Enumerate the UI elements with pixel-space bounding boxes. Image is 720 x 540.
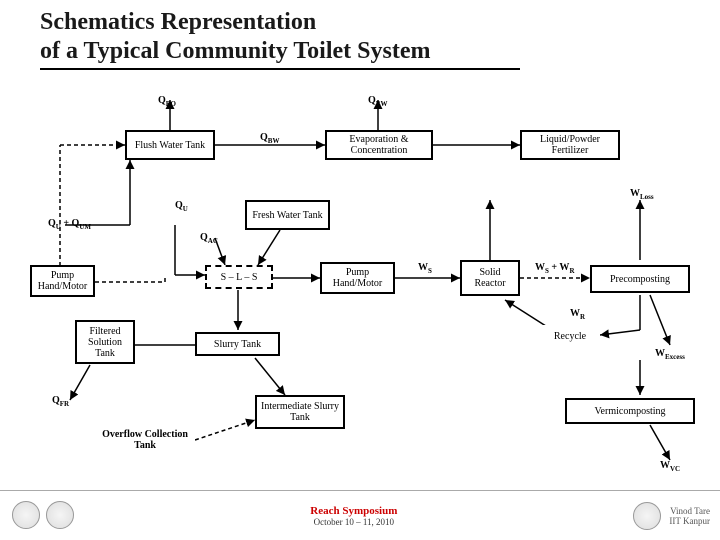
node-overflow-tank: Overflow Collection Tank [95,425,195,455]
node-pump-1: Pump Hand/Motor [30,265,95,297]
label-qac: QAC [200,232,218,245]
label-qbw-top: QBW [368,95,387,108]
footer-org: IIT Kanpur [669,516,710,526]
footer-center: Reach Symposium October 10 – 11, 2010 [76,505,631,527]
node-solid-reactor: Solid Reactor [460,260,520,296]
label-ws: WS [418,262,432,275]
logo-icon-1 [12,501,40,529]
footer-right-wrap: Vinod Tare IIT Kanpur [631,502,710,530]
node-vermicomposting: Vermicomposting [565,398,695,424]
label-wvc: WVC [660,460,680,473]
footer: Reach Symposium October 10 – 11, 2010 Vi… [0,490,720,540]
node-pump-2: Pump Hand/Motor [320,262,395,294]
node-filtered-tank: Filtered Solution Tank [75,320,135,364]
node-fertilizer: Liquid/Powder Fertilizer [520,130,620,160]
logo-icon-2 [46,501,74,529]
label-qu-qum: QU + QUM [48,218,91,231]
node-intermediate-slurry: Intermediate Slurry Tank [255,395,345,429]
label-qbo: QBO [158,95,176,108]
diagram-stage: Flush Water Tank Evaporation & Concentra… [0,0,720,540]
footer-event: Reach Symposium [76,505,631,517]
logo-icon-3 [633,502,661,530]
footer-logos-left [10,501,76,531]
node-flush-water-tank: Flush Water Tank [125,130,215,160]
label-ws-wr: WS + WR [535,262,575,275]
label-wr: WR [570,308,585,321]
label-qbw-mid: QBW [260,132,279,145]
label-wloss: WLoss [630,188,654,201]
footer-author-block: Vinod Tare IIT Kanpur [669,506,710,526]
node-slurry-tank: Slurry Tank [195,332,280,356]
node-evaporation: Evaporation & Concentration [325,130,433,160]
label-qfr: QFR [52,395,69,408]
node-recycle: Recycle [540,325,600,347]
label-qu: QU [175,200,188,213]
label-wexcess: WExcess [655,348,685,361]
footer-date: October 10 – 11, 2010 [76,517,631,527]
footer-author: Vinod Tare [669,506,710,516]
node-fresh-water-tank: Fresh Water Tank [245,200,330,230]
node-sls: S – L – S [205,265,273,289]
node-precomposting: Precomposting [590,265,690,293]
